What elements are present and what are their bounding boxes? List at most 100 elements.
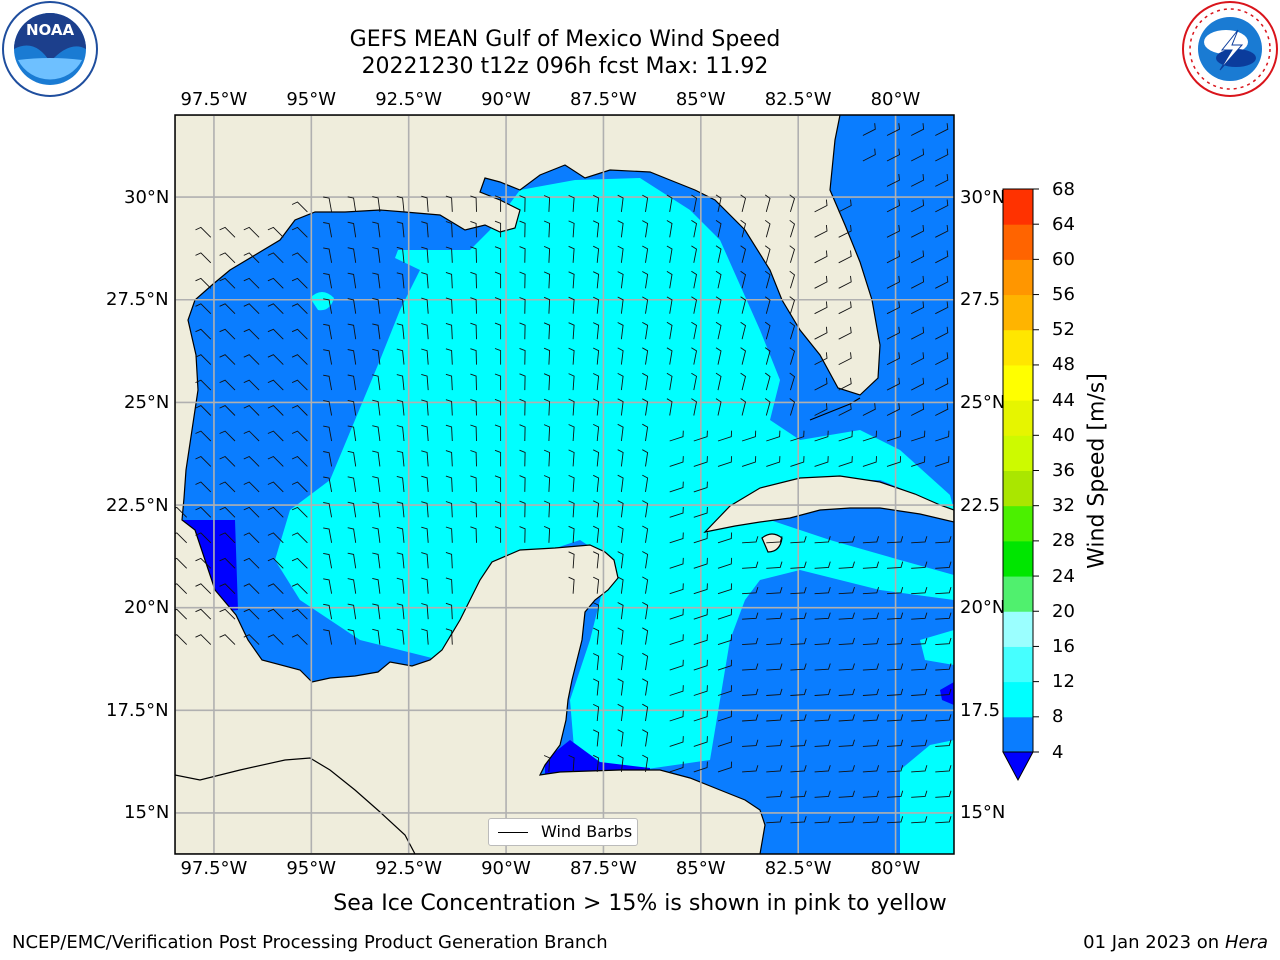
wind-barb: [789, 296, 796, 314]
wind-barb: [568, 424, 575, 442]
wind-barb: [519, 347, 526, 365]
wind-barb: [396, 552, 405, 569]
wind-barb: [669, 659, 684, 671]
wind-barb: [669, 685, 684, 696]
wind-barb: [886, 403, 900, 416]
lat-tick-right-0: 30°N: [960, 186, 1006, 208]
wind-barb: [593, 373, 600, 391]
lat-tick-left-1: 27.5°N: [106, 289, 169, 311]
wind-barb-legend-line: [498, 832, 528, 833]
wind-barb: [568, 194, 575, 212]
wind-barb: [323, 603, 333, 620]
wind-barb: [838, 199, 852, 213]
wind-barb: [838, 637, 855, 646]
lon-tick-top-1: 95°W: [286, 88, 337, 110]
wind-barb: [691, 321, 698, 340]
wind-barb: [617, 347, 624, 365]
wind-barb: [814, 561, 831, 569]
wind-barb: [764, 245, 771, 263]
wind-barb: [935, 688, 952, 696]
wind-barb: [291, 506, 308, 518]
wind-barb: [693, 634, 708, 646]
wind-barb: [764, 219, 771, 238]
wind-barb: [862, 765, 880, 773]
lon-tick-top-3: 90°W: [481, 88, 531, 110]
wind-barb: [838, 688, 855, 696]
wind-barb: [766, 663, 783, 671]
wind-barb: [669, 583, 684, 595]
wind-barb: [911, 714, 928, 722]
wind-barb: [886, 275, 900, 289]
wind-barb: [175, 557, 188, 569]
lat-tick-left-0: 30°N: [124, 186, 170, 208]
wind-barb: [372, 476, 381, 492]
wind-barb: [195, 608, 212, 620]
wind-barb: [764, 296, 771, 314]
wind-barb: [666, 245, 673, 263]
wind-barb: [669, 481, 684, 493]
wind-barb: [519, 449, 526, 467]
wind-barb: [642, 271, 649, 289]
land-north-america: [175, 115, 881, 854]
wind-barb: [494, 475, 502, 492]
wind-zone-cyan-central: [275, 178, 954, 770]
wind-barb: [617, 245, 624, 263]
wind-barb: [291, 303, 308, 315]
wind-barb: [568, 271, 575, 289]
wind-barb: [291, 608, 308, 620]
wind-barb: [219, 252, 236, 264]
wind-barb: [911, 790, 928, 798]
wind-barb: [396, 628, 405, 645]
wind-barb: [617, 500, 624, 518]
wind-barb: [372, 221, 381, 238]
wind-barb: [494, 500, 502, 518]
wind-barb: [935, 430, 950, 442]
wind-barb: [267, 455, 284, 467]
wind-barb: [935, 199, 949, 213]
wind-barb: [886, 714, 904, 722]
wind-barb: [814, 536, 831, 544]
wind-barb: [910, 174, 925, 187]
wind-barb: [669, 456, 684, 467]
wind-barb: [568, 322, 575, 340]
wind-barb: [421, 373, 429, 391]
wind-barb: [421, 450, 429, 467]
lat-tick-left-3: 22.5°N: [106, 494, 169, 516]
wind-barb: [519, 195, 526, 212]
wind-barb: [814, 688, 831, 696]
wind-barb: [717, 583, 733, 595]
wind-barb: [470, 500, 477, 518]
wind-barb: [494, 297, 502, 314]
wind-barb: [445, 424, 453, 442]
colorbar-segment-9: [1003, 400, 1033, 436]
wind-barb: [267, 634, 284, 645]
colorbar-segment-8: [1003, 435, 1033, 471]
wind-barb: [291, 634, 308, 645]
wind-barb: [347, 221, 357, 238]
wind-barb: [717, 710, 733, 722]
wind-barb: [396, 374, 405, 391]
wind-barb: [814, 765, 831, 773]
wind-barb: [838, 352, 852, 366]
wind-barb: [470, 348, 477, 365]
wind-barb: [910, 403, 925, 416]
wind-barb: [790, 739, 807, 747]
wind-barb: [347, 603, 357, 620]
wind-barb: [494, 220, 502, 238]
wind-zone-low-honduras: [545, 740, 650, 775]
wind-barb: [291, 430, 308, 442]
wind-barb: [617, 627, 624, 645]
wind-barb: [617, 322, 624, 340]
wind-barb: [838, 561, 855, 569]
wind-barb: [323, 476, 333, 492]
wind-barb: [814, 403, 828, 416]
wind-barb: [421, 475, 429, 492]
wind-barb: [935, 224, 949, 238]
wind-barb: [838, 739, 855, 747]
wind-barb: [886, 765, 904, 773]
wind-barb: [814, 586, 831, 595]
wind-barb: [323, 298, 333, 314]
wind-barb: [935, 174, 949, 187]
wind-barb: [911, 816, 928, 824]
wind-barb: [323, 400, 333, 416]
